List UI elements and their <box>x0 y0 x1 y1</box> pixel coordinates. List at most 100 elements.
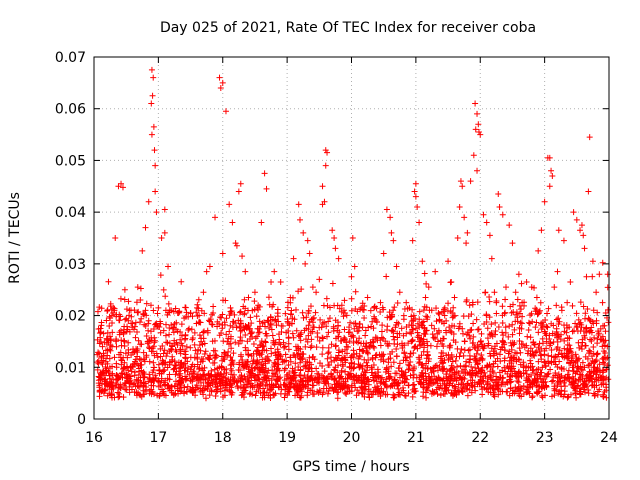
data-point <box>178 321 185 328</box>
data-point <box>314 334 321 341</box>
data-point <box>516 338 523 345</box>
data-point <box>451 312 458 319</box>
data-point <box>166 325 173 332</box>
data-point <box>383 273 390 280</box>
data-point <box>140 355 147 362</box>
data-point <box>551 284 558 291</box>
data-point <box>173 319 180 326</box>
data-point <box>461 369 468 376</box>
data-point <box>143 332 150 339</box>
data-point <box>224 352 231 359</box>
data-point <box>552 353 559 360</box>
data-point <box>294 389 301 396</box>
data-point <box>332 343 339 350</box>
data-point <box>496 203 503 210</box>
data-point <box>340 363 346 370</box>
data-point <box>295 288 302 295</box>
data-point <box>333 335 340 342</box>
data-point <box>207 316 214 323</box>
data-point <box>104 329 111 336</box>
data-point <box>509 372 516 379</box>
data-point <box>403 354 410 361</box>
data-point <box>172 305 179 312</box>
data-point <box>505 333 512 340</box>
data-point <box>157 382 164 389</box>
data-point <box>110 385 117 392</box>
data-point <box>188 387 195 394</box>
data-point <box>297 367 304 374</box>
data-point <box>296 354 303 361</box>
data-point <box>149 92 156 99</box>
data-point <box>393 263 400 270</box>
data-point <box>592 358 599 365</box>
data-point <box>255 372 262 379</box>
data-point <box>258 366 265 373</box>
data-point <box>403 299 410 306</box>
data-point <box>571 385 578 392</box>
data-point <box>564 341 571 348</box>
data-point <box>120 330 127 337</box>
data-point <box>433 318 440 325</box>
data-point <box>393 345 400 352</box>
data-point <box>466 302 473 309</box>
data-point <box>426 380 433 387</box>
data-point <box>405 340 412 347</box>
data-point <box>103 367 110 374</box>
data-point <box>433 305 440 312</box>
data-point <box>241 373 248 380</box>
data-point <box>309 391 316 398</box>
data-point <box>150 307 157 314</box>
data-point <box>142 322 149 329</box>
data-point <box>536 307 543 314</box>
data-point <box>143 312 150 319</box>
data-point <box>135 390 142 397</box>
data-point <box>238 351 245 358</box>
data-point <box>95 360 102 367</box>
data-point <box>96 387 103 394</box>
data-point <box>162 332 169 339</box>
data-point <box>232 339 239 346</box>
data-point <box>595 377 602 384</box>
data-point <box>444 307 451 314</box>
data-point <box>342 389 349 396</box>
data-point <box>423 327 430 334</box>
data-point <box>437 392 444 399</box>
data-point <box>542 317 549 324</box>
data-point <box>424 316 431 323</box>
data-point <box>157 272 164 279</box>
data-point <box>148 131 155 138</box>
data-point <box>149 388 156 395</box>
data-point <box>274 310 281 317</box>
data-point <box>378 328 385 335</box>
data-point <box>577 227 584 234</box>
data-point <box>400 384 407 391</box>
data-point <box>418 369 425 376</box>
data-point <box>269 332 276 339</box>
data-point <box>409 337 416 344</box>
data-point <box>275 331 282 338</box>
data-point <box>97 328 104 335</box>
data-point <box>242 331 249 338</box>
data-point <box>158 370 165 377</box>
data-point <box>545 352 552 359</box>
data-point <box>401 379 408 386</box>
data-point <box>390 307 397 314</box>
data-point <box>239 359 246 366</box>
data-point <box>242 376 249 383</box>
data-point <box>456 203 463 210</box>
data-point <box>126 328 133 335</box>
data-point <box>291 352 298 359</box>
data-point <box>377 342 384 349</box>
data-point <box>368 369 375 376</box>
y-tick-label: 0.03 <box>55 257 86 273</box>
data-point <box>165 263 172 270</box>
data-point <box>423 385 430 392</box>
data-point <box>351 325 358 332</box>
data-point <box>475 128 482 135</box>
data-point <box>417 380 424 387</box>
data-point <box>328 370 335 377</box>
data-point <box>408 318 415 325</box>
data-point <box>287 299 294 306</box>
data-point <box>342 336 349 343</box>
data-point <box>193 382 200 389</box>
